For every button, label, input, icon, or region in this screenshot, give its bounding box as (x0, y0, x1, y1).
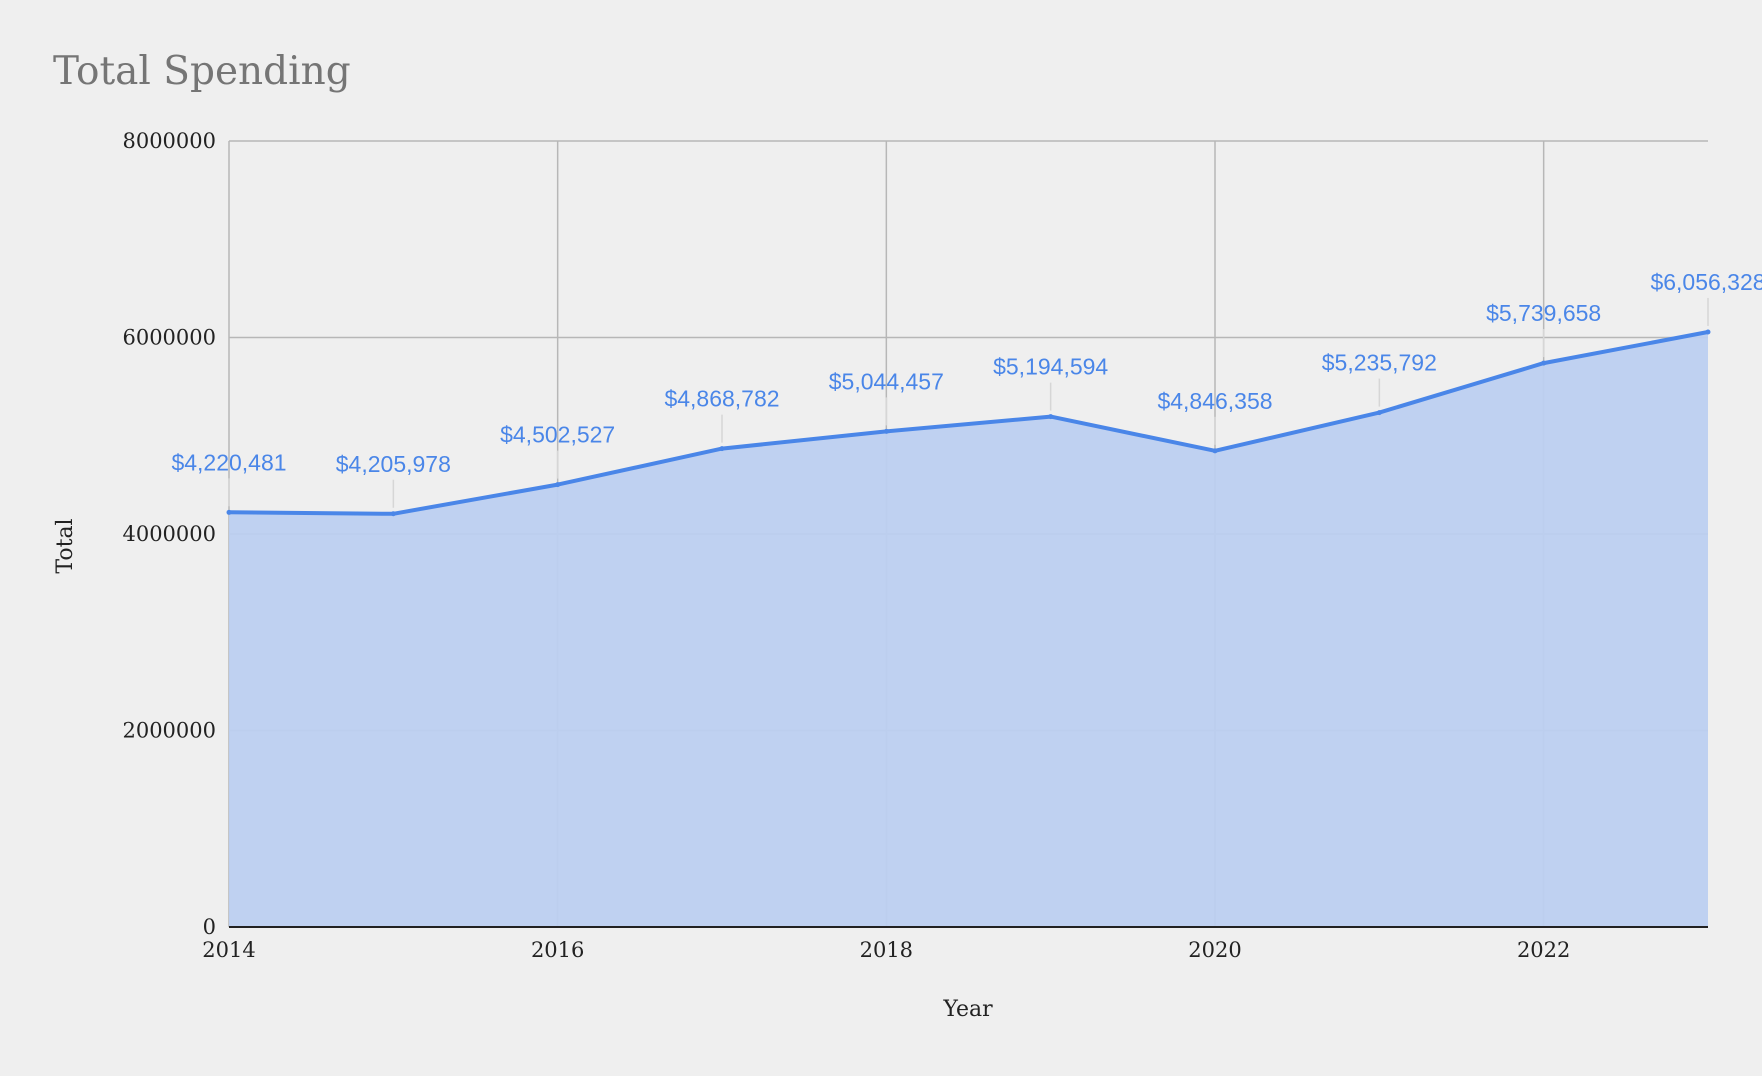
data-label: $4,868,782 (664, 386, 779, 412)
x-axis-title: Year (942, 997, 993, 1022)
data-label: $5,194,594 (993, 354, 1108, 380)
data-label: $5,044,457 (829, 368, 944, 394)
data-labels: $4,220,481 $4,205,978 $4,502,527 $4,868,782… (171, 269, 1762, 517)
y-tick-labels: 0 2000000 4000000 6000000 8000000 (122, 129, 216, 939)
x-tick-label: 2022 (1517, 938, 1570, 962)
y-tick-label: 8000000 (122, 129, 216, 153)
y-tick-label: 2000000 (122, 719, 216, 743)
area-series (228, 330, 1709, 927)
series-line (228, 330, 1709, 516)
data-label: $4,205,978 (336, 451, 451, 477)
data-label: $4,846,358 (1157, 388, 1272, 414)
y-tick-label: 4000000 (122, 522, 216, 546)
data-point (1376, 410, 1382, 416)
data-label: $4,220,481 (171, 449, 286, 475)
x-tick-label: 2014 (202, 938, 255, 962)
y-tick-label: 6000000 (122, 326, 216, 350)
data-point (390, 511, 396, 517)
data-label: $4,502,527 (500, 422, 615, 448)
data-label: $6,056,328 (1650, 269, 1762, 295)
data-point (1541, 360, 1547, 366)
data-label: $5,739,658 (1486, 300, 1601, 326)
x-tick-label: 2018 (860, 938, 913, 962)
chart-title: Total Spending (53, 49, 351, 94)
data-point (883, 428, 889, 434)
x-tick-label: 2016 (531, 938, 584, 962)
x-tick-label: 2020 (1188, 938, 1241, 962)
data-point (1705, 329, 1711, 335)
data-point (719, 446, 725, 452)
x-tick-labels: 2014 2016 2018 2020 2022 (202, 938, 1570, 962)
area-fill (229, 332, 1708, 927)
data-point (1048, 414, 1054, 420)
y-tick-label: 0 (203, 915, 216, 939)
data-point (555, 482, 561, 488)
y-axis-title: Total (53, 518, 78, 573)
data-point (226, 509, 232, 515)
data-point (1212, 448, 1218, 454)
data-label: $5,235,792 (1322, 350, 1437, 376)
